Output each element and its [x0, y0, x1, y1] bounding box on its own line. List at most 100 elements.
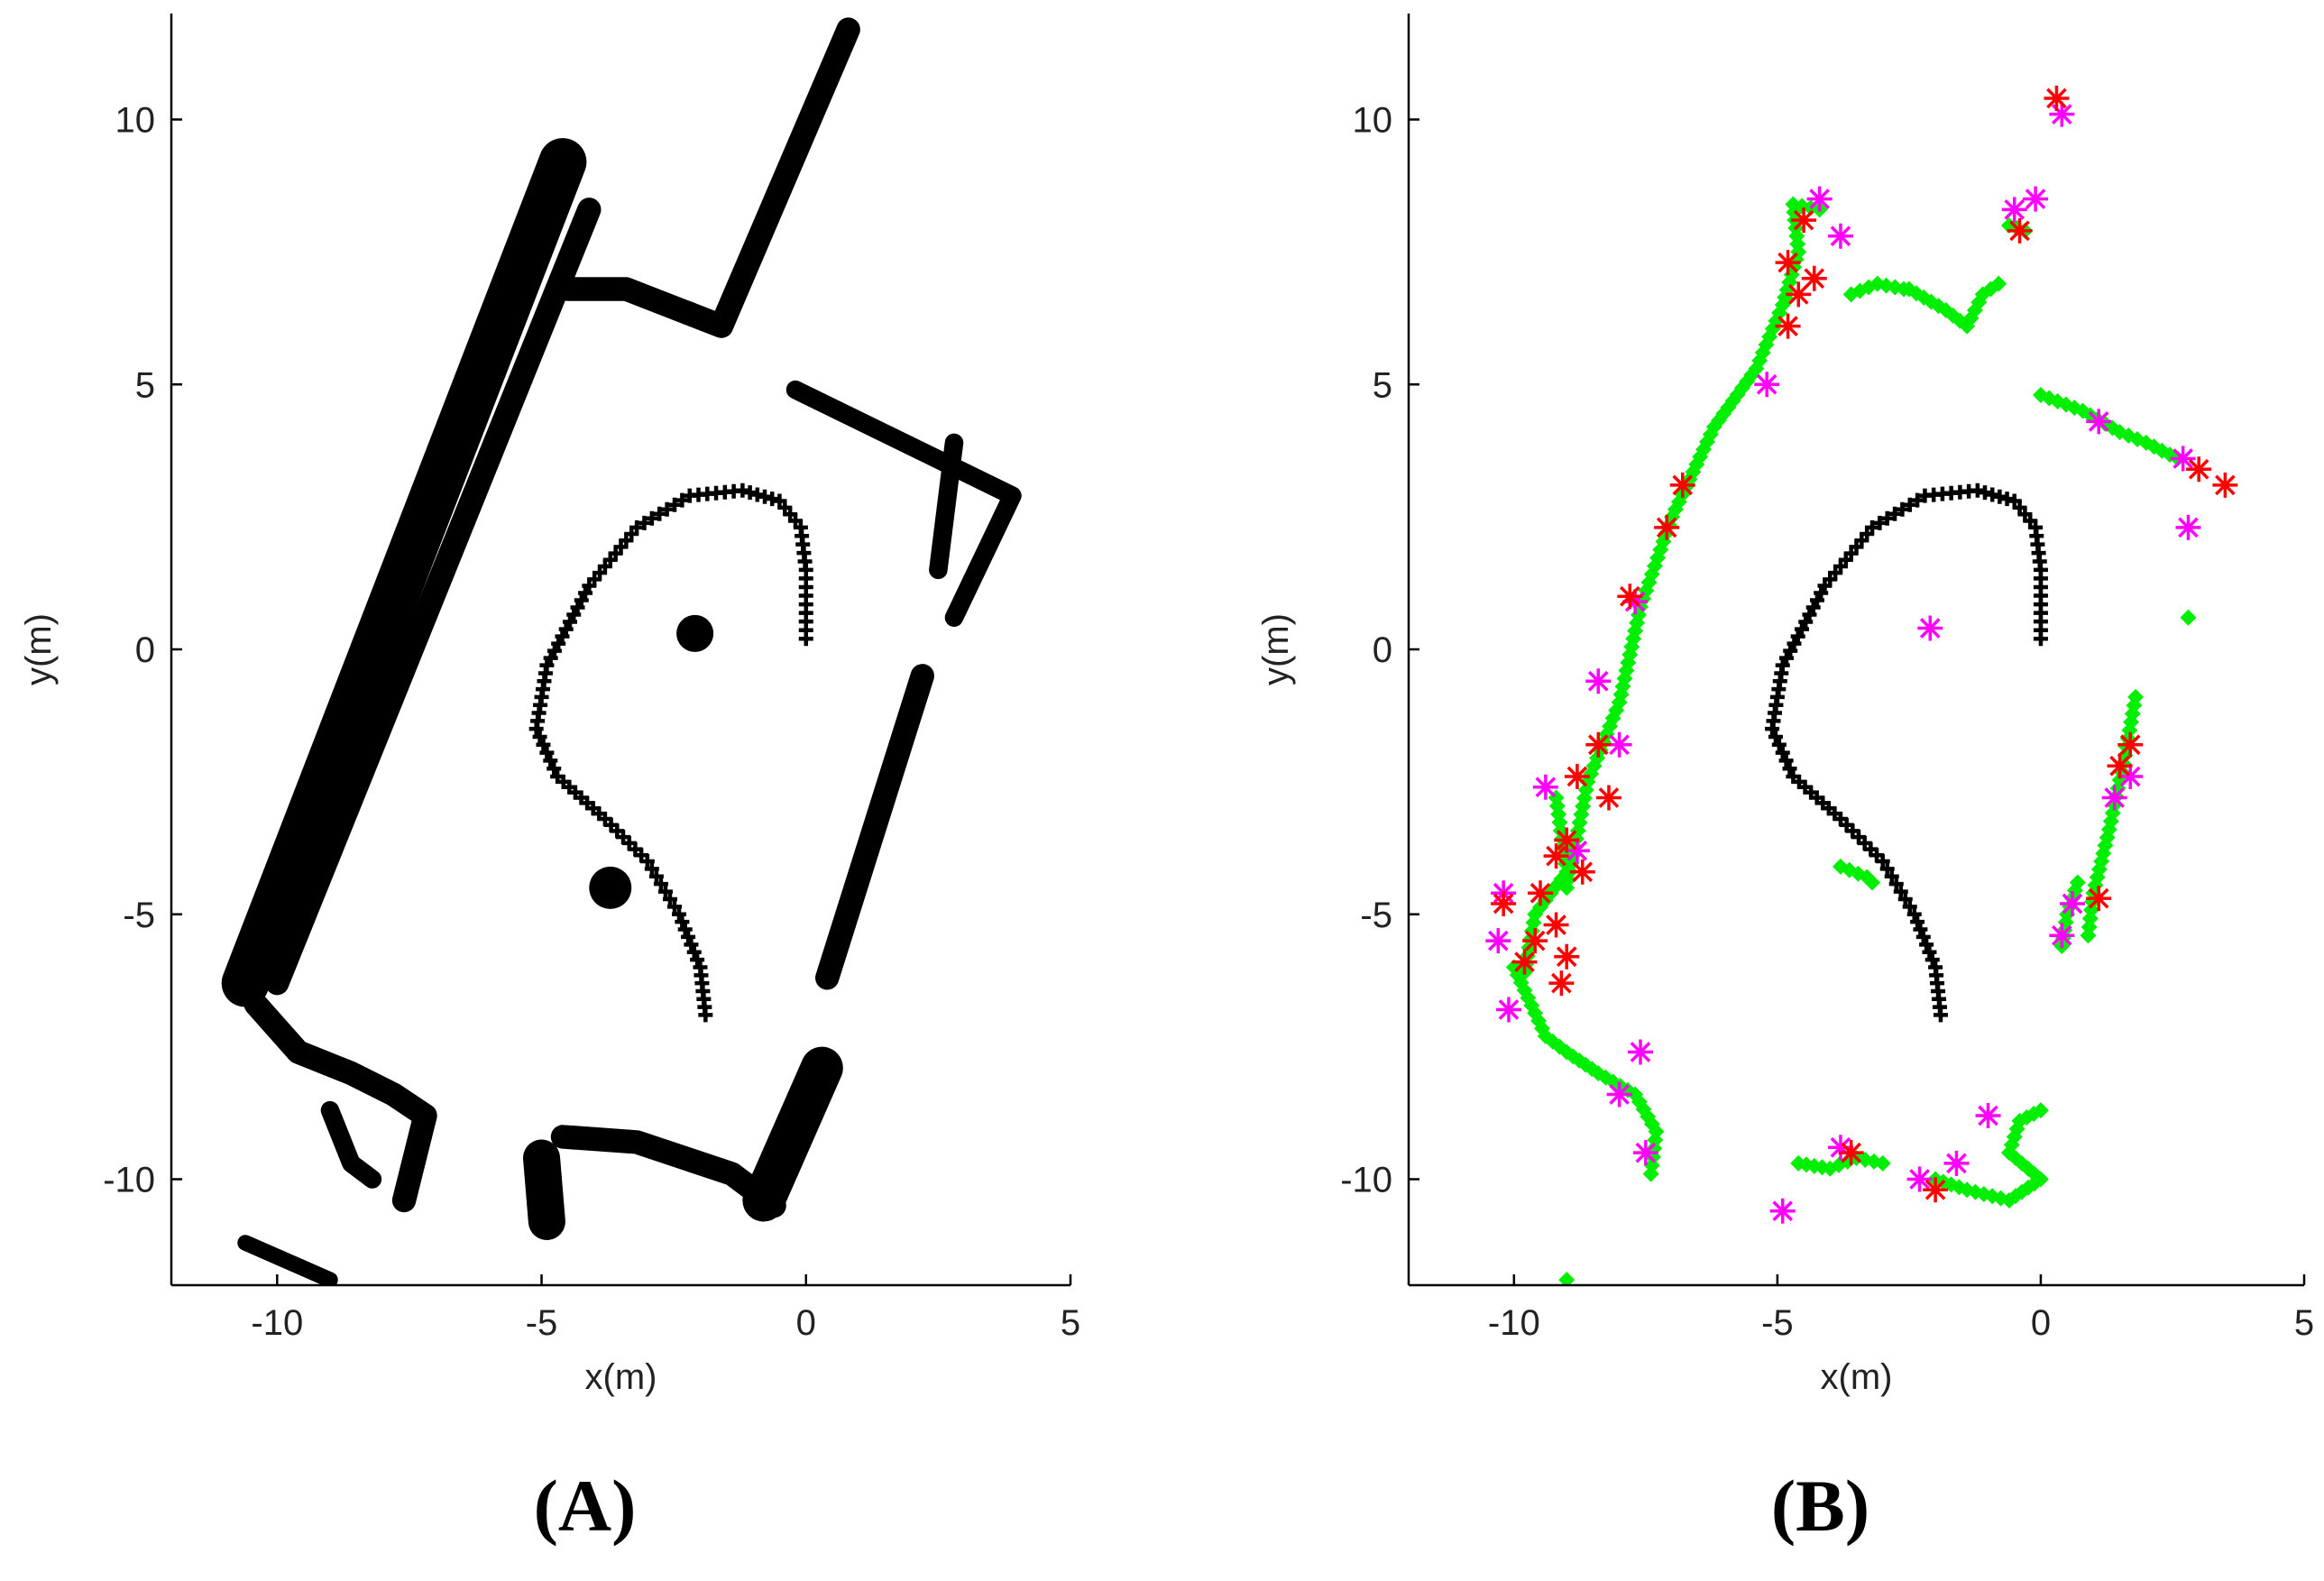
panel-b-y-tick-label-1: -5	[1360, 896, 1392, 935]
panel-a-trajectory-point-86	[648, 869, 664, 884]
panel-a-trajectory-point-44	[582, 578, 597, 593]
panel-a-trajectory-point-52	[551, 636, 566, 651]
panel-b-static-point-272	[2032, 1102, 2049, 1119]
panel-a-trajectory-point-85	[644, 861, 659, 877]
panel-b-moving-point-8	[1606, 731, 1632, 758]
panel-b-feature-point-28	[2212, 472, 2238, 498]
panel-a-trajectory-point-31	[659, 501, 675, 517]
panel-b-feature-point-4	[1775, 313, 1801, 339]
panel-b-trajectory-point-44	[1817, 578, 1833, 593]
panel-a-trajectory-point-28	[682, 488, 697, 503]
panel-b-trajectory-point-88	[1893, 884, 1908, 899]
panel-b-feature-point-5	[1801, 265, 1827, 291]
panel-b-trajectory-point-96	[1922, 944, 1937, 960]
panel-a-y-tick-label-3: 5	[135, 365, 155, 405]
panel-a-map-segment-5	[550, 1125, 786, 1218]
panel-a-map-blob-1	[589, 866, 632, 909]
panel-b-moving-point-26	[2049, 923, 2075, 949]
panel-b-trajectory-point-84	[1875, 854, 1890, 869]
panel-a-trajectory-point-50	[558, 621, 574, 637]
panel-b-moving-point-5	[1754, 372, 1780, 398]
panel-b-moving-point-25	[2101, 785, 2127, 811]
panel-b-trajectory-point-21	[1978, 485, 1993, 501]
panel-a-plot-area	[221, 17, 1022, 1285]
panel-b-moving-point-1	[2001, 197, 2027, 223]
panel-a-trajectory-point-30	[666, 497, 682, 512]
panel-b-trajectory-point-65	[1771, 737, 1787, 752]
panel-a-trajectory-point-49	[562, 614, 577, 630]
panel-b-x-axis-label: x(m)	[1821, 1357, 1893, 1397]
panel-a-map-segment-11	[237, 1235, 338, 1285]
panel-b-trajectory-point-66	[1775, 745, 1790, 760]
panel-a-trajectory-point-67	[543, 753, 558, 768]
panel-a-trajectory-point-97	[690, 952, 705, 968]
panel-a-y-tick-label-2: 0	[135, 630, 155, 670]
panel-b-feature-point-16	[1543, 912, 1569, 938]
panel-b-trajectory-point-89	[1897, 891, 1913, 906]
panel-b-feature-point-1	[2007, 217, 2033, 244]
panel-b-trajectory-point-20	[1985, 487, 2000, 502]
panel-b-trajectory-point-51	[1790, 629, 1805, 644]
panel-b-feature-point-3	[1786, 281, 1812, 308]
panel-b-moving-point-2	[2023, 186, 2049, 212]
panel-a-trajectory-point-93	[677, 922, 693, 937]
panel-b-trajectory-point-86	[1884, 869, 1899, 884]
panel-a-y-axis-label: y(m)	[19, 613, 59, 685]
panel-b-moving-point-23	[2086, 409, 2112, 435]
panel-a-trajectory-point-91	[672, 906, 687, 922]
panel-a-map-segment-6	[523, 1139, 565, 1241]
panel-b-moving-point-27	[2059, 891, 2085, 916]
panel-b-feature-point-19	[1511, 949, 1538, 975]
panel-b-static-point-273	[2180, 609, 2197, 626]
panel-b-trajectory-point-45	[1814, 585, 1829, 601]
panel-b-moving-point-11	[1485, 928, 1511, 954]
panel-a-map-segment-4	[556, 17, 860, 338]
panel-b-feature-point-11	[1595, 785, 1621, 811]
panel-a-trajectory-point-47	[570, 600, 585, 615]
panel-b-moving-point-14	[1632, 1140, 1658, 1166]
panel-b-feature-point-18	[1548, 970, 1575, 997]
panel-b-trajectory-point-93	[1913, 922, 1928, 937]
panel-a-trajectory-point-88	[657, 884, 673, 899]
panel-a-trajectory-point-17	[772, 493, 787, 509]
panel-a-trajectory-point-92	[675, 915, 690, 930]
panel-a-trajectory-point-94	[681, 929, 696, 944]
panel-a-map-segment-7	[742, 1046, 843, 1222]
panel-b-moving-point-9	[1532, 774, 1558, 800]
panel-a-y-tick-label-1: -5	[123, 896, 155, 935]
panel-b-feature-point-27	[2186, 456, 2212, 483]
panel-b-trajectory-point-19	[1992, 489, 2007, 504]
panel-b-trajectory-point-30	[1902, 497, 1917, 512]
panel-b-feature-point-29	[1543, 843, 1569, 869]
panel-a-map-segment-9	[929, 433, 964, 580]
panel-b-feature-point-6	[1791, 207, 1817, 234]
panel-a-trajectory-point-46	[574, 593, 589, 608]
panel-b-x-tick-label-3: 5	[2294, 1303, 2314, 1343]
panel-a-trajectory-point-54	[543, 650, 558, 666]
panel-a-trajectory-point-48	[566, 607, 582, 622]
panel-a-trajectory-point-104	[698, 1007, 713, 1023]
panel-a-trajectory-point-34	[637, 515, 652, 530]
panel-b-static-point-141	[1525, 914, 1542, 931]
panel-b-trajectory-point-97	[1924, 952, 1940, 968]
panel-b-moving-point-13	[1564, 838, 1590, 864]
panel-b-x-tick-label-1: -5	[1761, 1303, 1794, 1343]
panel-b-trajectory-point-87	[1888, 877, 1904, 892]
panel-a-map-segment-1	[265, 198, 602, 996]
panel-a-x-tick-label-3: 5	[1061, 1303, 1080, 1343]
panel-a-map-segment-2	[243, 992, 437, 1213]
panel-b-static-point-245	[1874, 1154, 1891, 1172]
panel-b-feature-point-10	[1585, 731, 1612, 758]
panel-b-moving-point-22	[2170, 446, 2196, 472]
panel-b-trajectory-point-34	[1872, 515, 1888, 530]
panel-b-trajectory-point-49	[1798, 614, 1814, 630]
panel-b-feature-point-23	[1923, 1177, 1949, 1203]
panel-a-y-tick-label-0: -10	[103, 1161, 155, 1200]
panel-a-trajectory-point-87	[653, 877, 668, 892]
panel-b-trajectory-point-32	[1888, 506, 1903, 521]
panel-b-trajectory-point-18	[1999, 492, 2015, 507]
panel-b: -10 -5 0 5 -10 -5 0 5 10 x(m) y(m) (B)	[1256, 14, 2314, 1547]
panel-b-feature-point-2	[1775, 250, 1801, 276]
panel-b-feature-point-21	[1522, 928, 1548, 954]
